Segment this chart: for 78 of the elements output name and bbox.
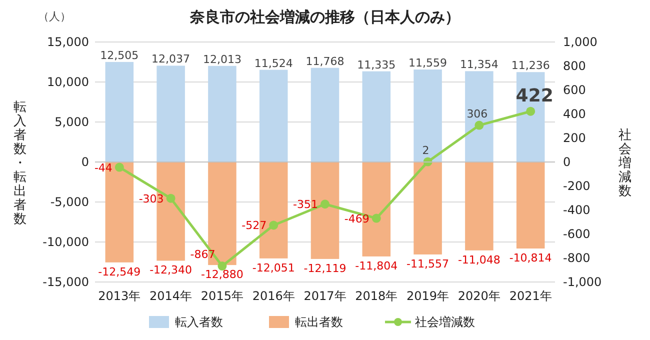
data-label: 2 xyxy=(422,144,430,157)
chart-title: 奈良市の社会増減の推移（日本人のみ） xyxy=(189,8,460,26)
data-label: -44 xyxy=(94,161,112,174)
point xyxy=(526,106,536,116)
bar xyxy=(208,66,236,162)
y-tick-label: -5,000 xyxy=(50,195,89,209)
data-label: 306 xyxy=(466,107,488,120)
data-label: -12,119 xyxy=(304,262,346,275)
y2-tick-label: -1,000 xyxy=(563,275,602,289)
bar xyxy=(259,70,288,162)
legend-label: 社会増減数 xyxy=(415,315,475,329)
point xyxy=(269,220,278,230)
y-tick-label: 0 xyxy=(81,155,89,169)
x-tick-label: 2013年 xyxy=(98,289,141,303)
y-tick-label: -10,000 xyxy=(42,235,89,249)
data-label: -469 xyxy=(344,212,370,226)
point xyxy=(166,194,176,203)
x-tick-label: 2017年 xyxy=(304,289,346,303)
y-tick-label: 5,000 xyxy=(54,115,89,129)
point xyxy=(474,120,484,130)
data-label: 11,524 xyxy=(254,56,293,70)
y2-axis-title: 社会増減数 xyxy=(618,128,632,199)
x-tick-label: 2018年 xyxy=(355,289,398,303)
bar xyxy=(465,162,494,250)
data-label: -10,814 xyxy=(509,252,552,265)
data-label: 12,505 xyxy=(100,48,139,62)
y2-tick-label: 0 xyxy=(563,155,571,169)
x-tick-label: 2015年 xyxy=(200,289,244,303)
bar xyxy=(105,62,134,162)
data-label: 11,768 xyxy=(306,54,344,68)
data-label: 422 xyxy=(516,85,554,106)
bar xyxy=(156,66,185,162)
data-label: 12,013 xyxy=(202,52,242,66)
bar xyxy=(516,162,545,249)
x-tick-label: 2019年 xyxy=(406,289,450,303)
data-label: 12,037 xyxy=(152,52,190,66)
data-label: -11,557 xyxy=(406,257,450,270)
data-label: -11,804 xyxy=(355,259,398,272)
x-tick-label: 2014年 xyxy=(150,289,192,303)
data-label: 11,236 xyxy=(511,59,550,72)
y2-tick-label: 1,000 xyxy=(563,35,598,49)
data-label: 11,335 xyxy=(357,58,396,72)
x-tick-label: 2020年 xyxy=(458,289,500,303)
legend-label: 転出者数 xyxy=(295,315,343,329)
y-tick-label: -15,000 xyxy=(42,275,89,289)
data-label: -12,880 xyxy=(200,268,244,282)
bar xyxy=(362,71,391,162)
data-label: 11,354 xyxy=(460,58,498,72)
data-label: -12,549 xyxy=(98,265,141,278)
data-label: -12,340 xyxy=(150,264,192,277)
data-label: 11,559 xyxy=(408,56,448,70)
y2-tick-label: -200 xyxy=(563,179,590,193)
y2-tick-label: 600 xyxy=(563,83,586,97)
bar xyxy=(414,70,442,162)
data-label: -527 xyxy=(242,219,267,232)
y-tick-label: 15,000 xyxy=(47,35,89,49)
text: （人） xyxy=(38,10,71,23)
y2-tick-label: -600 xyxy=(563,227,590,241)
data-label: -303 xyxy=(138,192,164,206)
bar xyxy=(310,68,340,162)
y2-tick-label: 800 xyxy=(563,59,586,73)
point xyxy=(320,200,330,209)
y2-tick-label: 400 xyxy=(563,107,586,121)
x-tick-label: 2021年 xyxy=(509,289,552,303)
point xyxy=(114,162,124,172)
y2-tick-label: -800 xyxy=(563,251,590,265)
y-tick-label: 10,000 xyxy=(47,75,89,89)
y2-tick-label: 200 xyxy=(563,131,586,145)
bar xyxy=(465,71,494,162)
x-tick-label: 2016年 xyxy=(252,289,295,303)
text: 転入者数・転出者数 xyxy=(14,100,26,227)
data-label: -351 xyxy=(293,198,318,212)
y2-tick-label: -400 xyxy=(563,203,590,217)
data-label: -11,048 xyxy=(458,253,500,266)
point xyxy=(372,214,381,223)
legend-label: 転入者数 xyxy=(175,315,223,329)
data-label: -12,051 xyxy=(252,261,295,274)
bar xyxy=(414,162,442,254)
